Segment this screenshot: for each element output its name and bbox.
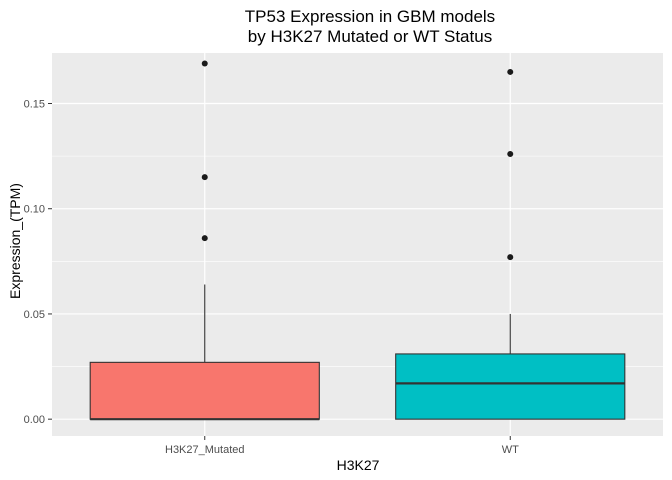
y-axis: 0.00 0.05 0.10 0.15 bbox=[24, 99, 52, 426]
box-rect bbox=[89, 361, 320, 420]
y-axis-title: Expression_(TPM) bbox=[7, 183, 23, 299]
box-rect bbox=[395, 353, 626, 420]
y-tick-label: 0.00 bbox=[24, 414, 45, 426]
boxes-layer bbox=[89, 60, 626, 421]
outlier-point bbox=[201, 235, 208, 242]
outlier-point bbox=[507, 254, 514, 261]
outlier-point bbox=[507, 151, 514, 158]
outlier-point bbox=[201, 60, 208, 67]
y-tick-label: 0.10 bbox=[24, 204, 45, 216]
box-group bbox=[395, 68, 626, 420]
x-axis: H3K27_Mutated WT bbox=[165, 436, 519, 456]
chart-title-line: TP53 Expression in GBM models bbox=[245, 7, 495, 26]
chart-title: TP53 Expression in GBM models by H3K27 Mu… bbox=[245, 7, 495, 46]
outlier-point bbox=[201, 174, 208, 181]
y-tick-label: 0.15 bbox=[24, 99, 45, 111]
x-tick-label: WT bbox=[502, 444, 519, 456]
x-tick-label: H3K27_Mutated bbox=[165, 444, 245, 456]
outlier-point bbox=[507, 68, 514, 75]
y-tick-label: 0.05 bbox=[24, 309, 45, 321]
x-axis-title: H3K27 bbox=[337, 457, 380, 473]
chart-title-line: by H3K27 Mutated or WT Status bbox=[248, 27, 492, 46]
box-group bbox=[89, 60, 320, 421]
